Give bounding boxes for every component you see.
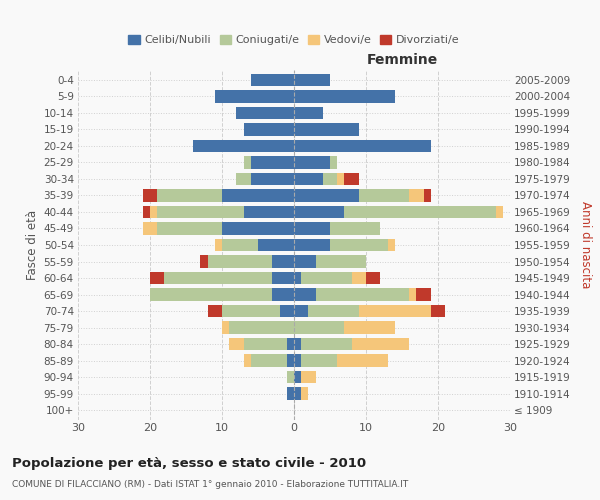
Bar	[337, 173, 344, 185]
Bar	[496, 206, 503, 218]
Bar	[251, 354, 287, 367]
Bar	[200, 256, 208, 268]
Legend: Celibi/Nubili, Coniugati/e, Vedovi/e, Divorziati/e: Celibi/Nubili, Coniugati/e, Vedovi/e, Di…	[124, 30, 464, 50]
Bar	[294, 388, 301, 400]
Bar	[301, 272, 352, 284]
Bar	[287, 371, 294, 384]
Bar	[193, 140, 294, 152]
Bar	[157, 190, 222, 202]
Bar	[143, 190, 157, 202]
Bar	[294, 256, 316, 268]
Y-axis label: Fasce di età: Fasce di età	[26, 210, 40, 280]
Bar	[244, 206, 294, 218]
Bar	[294, 222, 330, 234]
Bar	[164, 272, 272, 284]
Bar	[294, 288, 316, 300]
Bar	[208, 305, 222, 317]
Bar	[157, 222, 222, 234]
Bar	[222, 239, 258, 251]
Bar	[287, 354, 294, 367]
Bar	[416, 288, 431, 300]
Bar	[294, 322, 344, 334]
Bar	[352, 338, 409, 350]
Text: COMUNE DI FILACCIANO (RM) - Dati ISTAT 1° gennaio 2010 - Elaborazione TUTTITALIA: COMUNE DI FILACCIANO (RM) - Dati ISTAT 1…	[12, 480, 408, 489]
Bar	[222, 305, 280, 317]
Bar	[236, 173, 251, 185]
Bar	[150, 288, 272, 300]
Bar	[352, 272, 366, 284]
Bar	[294, 140, 431, 152]
Bar	[344, 322, 395, 334]
Bar	[316, 256, 366, 268]
Bar	[229, 338, 244, 350]
Bar	[301, 338, 352, 350]
Bar	[251, 74, 294, 86]
Bar	[150, 206, 157, 218]
Bar	[294, 272, 301, 284]
Bar	[294, 206, 344, 218]
Bar	[301, 388, 308, 400]
Bar	[294, 371, 301, 384]
Bar	[294, 338, 301, 350]
Bar	[208, 256, 272, 268]
Bar	[301, 371, 316, 384]
Bar	[323, 173, 337, 185]
Bar	[294, 354, 301, 367]
Bar	[294, 123, 359, 136]
Bar	[215, 90, 294, 102]
Bar	[244, 338, 287, 350]
Bar	[222, 222, 294, 234]
Bar	[294, 74, 330, 86]
Bar	[251, 173, 294, 185]
Bar	[337, 354, 388, 367]
Bar	[359, 190, 409, 202]
Bar	[236, 106, 294, 119]
Bar	[294, 190, 359, 202]
Bar	[424, 190, 431, 202]
Bar	[409, 190, 424, 202]
Bar	[294, 239, 330, 251]
Bar	[280, 305, 294, 317]
Bar	[143, 206, 150, 218]
Bar	[222, 190, 294, 202]
Bar	[344, 173, 359, 185]
Bar	[272, 256, 294, 268]
Bar	[215, 239, 222, 251]
Bar	[244, 354, 251, 367]
Bar	[294, 173, 323, 185]
Bar	[316, 288, 409, 300]
Bar	[229, 322, 294, 334]
Bar	[272, 288, 294, 300]
Bar	[272, 272, 294, 284]
Bar	[294, 305, 308, 317]
Bar	[330, 222, 380, 234]
Bar	[359, 305, 431, 317]
Bar	[287, 338, 294, 350]
Bar	[150, 272, 164, 284]
Bar	[330, 156, 337, 168]
Bar	[294, 156, 330, 168]
Bar	[294, 90, 395, 102]
Text: Popolazione per età, sesso e stato civile - 2010: Popolazione per età, sesso e stato civil…	[12, 458, 366, 470]
Bar	[222, 322, 229, 334]
Bar	[157, 206, 244, 218]
Bar	[258, 239, 294, 251]
Bar	[344, 206, 496, 218]
Bar	[287, 388, 294, 400]
Bar	[308, 305, 359, 317]
Y-axis label: Anni di nascita: Anni di nascita	[579, 202, 592, 288]
Bar	[301, 354, 337, 367]
Bar	[244, 123, 294, 136]
Text: Femmine: Femmine	[367, 52, 437, 66]
Bar	[251, 156, 294, 168]
Bar	[388, 239, 395, 251]
Bar	[143, 222, 157, 234]
Bar	[409, 288, 416, 300]
Bar	[330, 239, 388, 251]
Bar	[244, 156, 251, 168]
Bar	[366, 272, 380, 284]
Bar	[294, 106, 323, 119]
Bar	[431, 305, 445, 317]
